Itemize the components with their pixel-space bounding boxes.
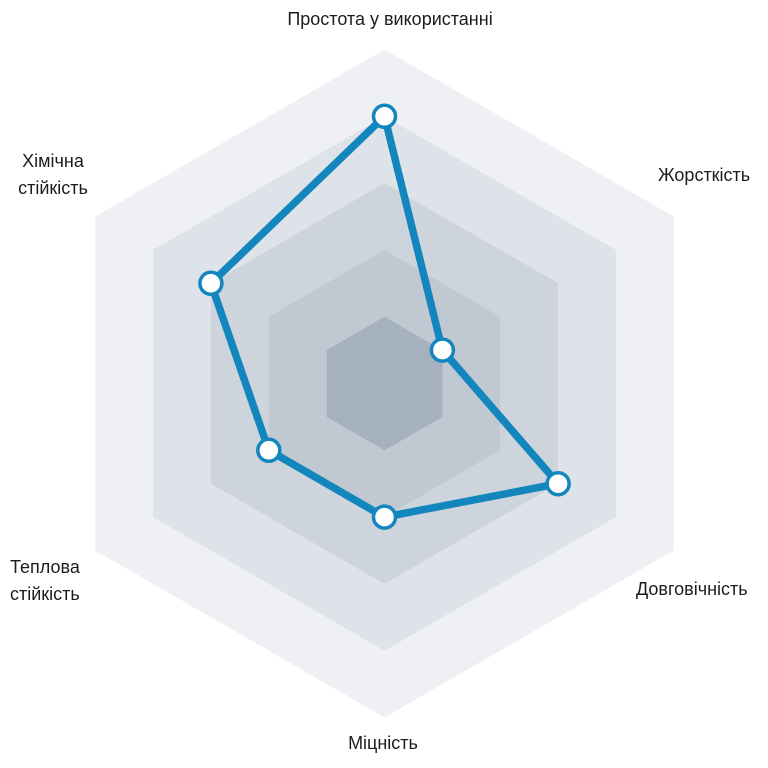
data-point-0 bbox=[371, 103, 398, 130]
axis-label-ease-of-use: Простота у використанні bbox=[287, 9, 493, 29]
data-point-4 bbox=[256, 437, 282, 464]
data-point-1 bbox=[429, 337, 456, 363]
axis-label-thermal-resistance: Теплова стійкість bbox=[10, 557, 80, 604]
data-point-2 bbox=[545, 470, 571, 497]
axis-label-chemical-resistance: Хімічна стійкість bbox=[18, 151, 88, 198]
data-point-5 bbox=[198, 270, 224, 297]
axis-label-durability: Довговічність bbox=[636, 579, 748, 599]
data-point-3 bbox=[371, 504, 398, 530]
axis-label-strength: Міцність bbox=[348, 733, 418, 753]
axis-label-stiffness: Жорсткість bbox=[658, 165, 751, 185]
grid-ring-5 bbox=[326, 316, 443, 451]
